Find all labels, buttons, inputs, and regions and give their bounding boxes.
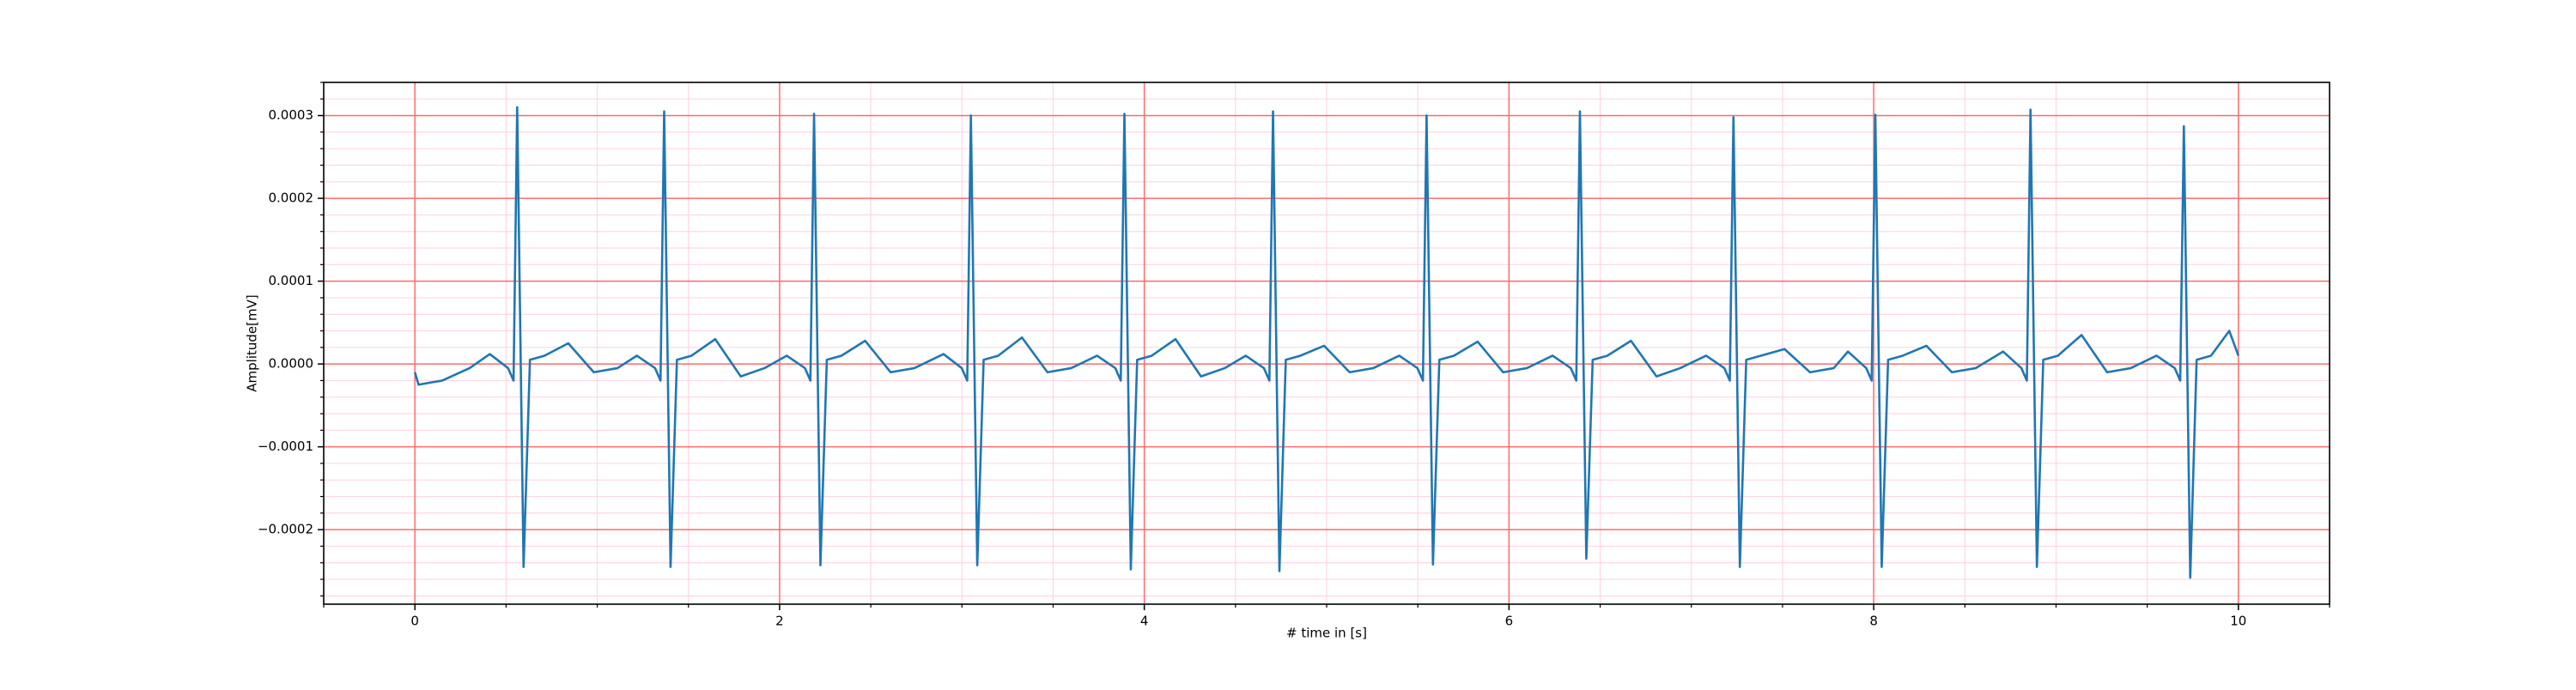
x-tick-label: 4 xyxy=(1140,614,1149,629)
x-tick-label: 8 xyxy=(1869,614,1878,629)
x-tick-label: 2 xyxy=(775,614,784,629)
signal-line xyxy=(413,106,2240,579)
y-axis-label: Amplitude[mV] xyxy=(245,294,260,391)
plot-area xyxy=(413,106,2240,579)
y-tick-label: −0.0002 xyxy=(258,522,313,537)
x-axis-label: # time in [s] xyxy=(1286,626,1367,641)
x-tick-label: 6 xyxy=(1505,614,1514,629)
y-tick-label: 0.0001 xyxy=(269,273,314,288)
x-tick-label: 0 xyxy=(410,614,419,629)
y-tick-label: 0.0002 xyxy=(269,191,314,206)
y-tick-label: −0.0001 xyxy=(258,439,313,454)
x-tick-label: 10 xyxy=(2230,614,2246,629)
grid xyxy=(323,82,2330,604)
y-tick-label: 0.0000 xyxy=(269,356,314,372)
y-tick-label: 0.0003 xyxy=(269,107,314,123)
